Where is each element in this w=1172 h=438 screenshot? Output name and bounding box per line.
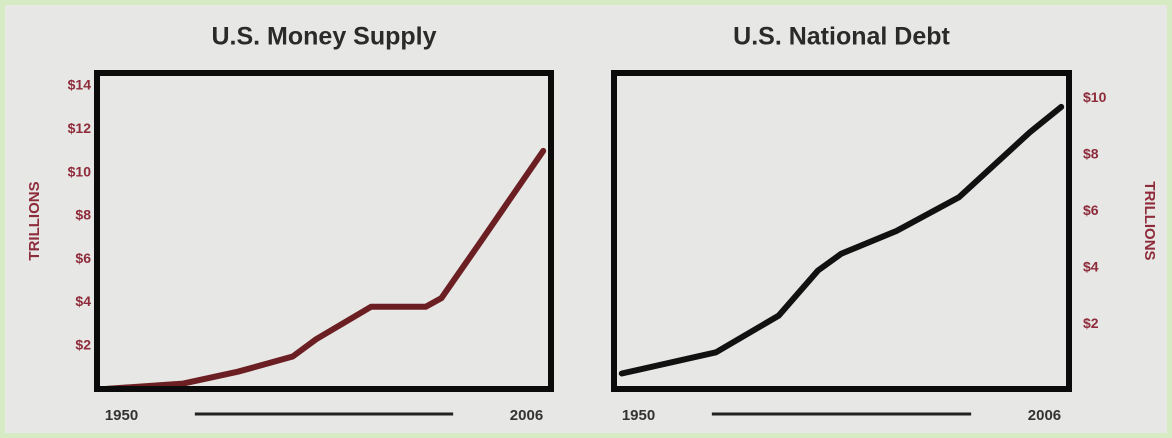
y-tick-label: $8: [1083, 146, 1099, 162]
y-tick-label: $2: [75, 336, 91, 352]
chart-title: U.S. Money Supply: [211, 23, 436, 51]
background: [5, 5, 1167, 433]
y-axis-label: TRILLIONS: [1141, 181, 1158, 260]
y-tick-label: $2: [1083, 315, 1099, 331]
y-axis-label: TRILLIONS: [26, 181, 43, 260]
y-tick-label: $10: [68, 163, 92, 179]
y-tick-label: $6: [75, 250, 91, 266]
y-tick-label: $4: [75, 293, 91, 309]
chart: U.S. Money Supply $2 $4 $6 $8 $10 $12 $14 TRILLI…: [0, 0, 1172, 438]
y-tick-label: $10: [1083, 89, 1107, 105]
y-tick-label: $12: [68, 120, 92, 136]
x-tick-label: 1950: [622, 407, 655, 424]
x-tick-label: 2006: [1028, 407, 1061, 424]
y-tick-label: $4: [1083, 258, 1099, 274]
x-tick-label: 1950: [105, 407, 138, 424]
page: U.S. Money Supply $2 $4 $6 $8 $10 $12 $14 TRILLI…: [0, 0, 1172, 438]
x-tick-label: 2006: [510, 407, 543, 424]
y-tick-label: $6: [1083, 202, 1099, 218]
chart-title: U.S. National Debt: [733, 23, 950, 51]
y-tick-label: $14: [68, 77, 92, 93]
y-tick-label: $8: [75, 207, 91, 223]
